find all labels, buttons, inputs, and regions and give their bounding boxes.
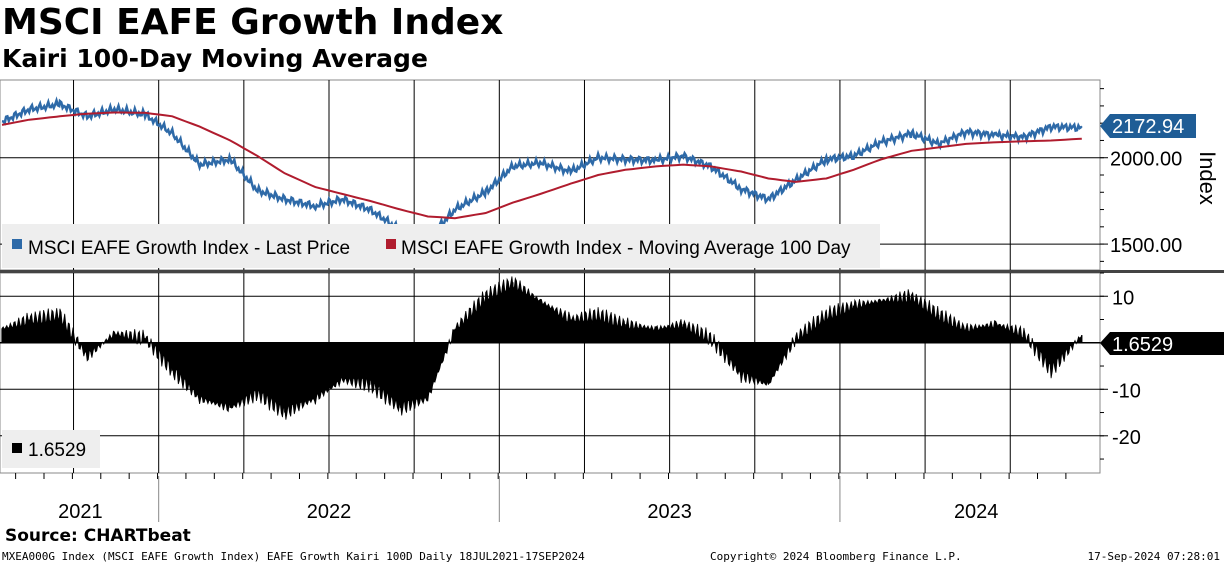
lower-legend: 1.6529 — [2, 430, 100, 468]
kairi-bar — [880, 300, 882, 343]
kairi-bar — [539, 300, 541, 343]
ytick-label-upper: 1500.00 — [1110, 235, 1182, 257]
kairi-bar — [314, 342, 316, 399]
kairi-bar — [171, 342, 173, 371]
price-last-value-tag: 2172.94 — [1100, 114, 1196, 138]
price-last-value: 2172.94 — [1112, 116, 1184, 138]
kairi-bar — [199, 342, 201, 399]
legend-swatch-kairi — [12, 443, 22, 453]
lower-panel — [0, 272, 1101, 474]
axes: 1500.00 2000.00 10 -10 -20 2021 2022 2023 2024 — [15, 88, 1182, 523]
kairi-bar — [1, 328, 3, 343]
kairi-bar — [1023, 333, 1025, 343]
kairi-bar — [485, 296, 487, 343]
kairi-bar — [767, 342, 769, 385]
kairi-bar — [454, 328, 456, 343]
kairi-bar — [427, 342, 429, 399]
kairi-bar — [256, 342, 259, 394]
kairi-bar — [853, 305, 855, 343]
kairi-last-value-tag: 1.6529 — [1100, 332, 1224, 356]
legend-ma-label: MSCI EAFE Growth Index - Moving Average … — [401, 238, 851, 259]
kairi-bar — [284, 342, 286, 413]
kairi-bar — [570, 319, 572, 343]
kairi-bar — [910, 296, 913, 343]
kairi-bar — [1050, 342, 1052, 371]
kairi-bar — [59, 314, 61, 343]
kairi-bar — [342, 342, 344, 380]
upper-legend: MSCI EAFE Growth Index - Last Price MSCI… — [2, 224, 880, 268]
ytick-label-upper: 2000.00 — [1110, 149, 1182, 171]
kairi-area — [1, 276, 1083, 420]
x-year-label: 2023 — [647, 501, 692, 523]
kairi-bar — [740, 342, 742, 376]
ticker-info: MXEA000G Index (MSCI EAFE Growth Index) … — [2, 550, 585, 563]
upper-series — [1, 96, 1083, 244]
legend-kairi-value: 1.6529 — [28, 440, 86, 461]
kairi-bar — [28, 319, 30, 343]
kairi-bar — [655, 328, 657, 343]
kairi-bar — [597, 314, 599, 343]
legend-swatch-ma — [386, 239, 396, 249]
kairi-bar — [682, 324, 684, 343]
chart-subtitle: Kairi 100-Day Moving Average — [2, 44, 428, 73]
price-line — [1, 96, 1083, 244]
x-year-label: 2022 — [307, 501, 352, 523]
kairi-bar — [709, 338, 712, 343]
ytick-label-lower: 10 — [1112, 287, 1134, 309]
x-year-label: 2021 — [58, 501, 103, 523]
ytick-label-lower: -10 — [1112, 380, 1141, 402]
legend-swatch-price — [12, 239, 22, 249]
kairi-bar — [512, 282, 514, 343]
upper-ylabel: Index — [1195, 151, 1220, 205]
kairi-last-value: 1.6529 — [1112, 334, 1173, 356]
kairi-bar — [624, 324, 626, 343]
timestamp: 17-Sep-2024 07:28:01 — [1087, 550, 1220, 563]
kairi-bar — [229, 342, 231, 408]
kairi-bar — [825, 314, 827, 343]
kairi-bar — [1081, 335, 1083, 343]
source-note: Source: CHARTbeat — [5, 526, 191, 546]
kairi-bar — [996, 324, 998, 343]
kairi-bar — [795, 338, 797, 343]
copyright: Copyright© 2024 Bloomberg Finance L.P. — [710, 550, 962, 563]
kairi-bar — [86, 342, 88, 357]
kairi-bar — [369, 342, 371, 385]
kairi-bar — [965, 328, 967, 343]
lower-series — [1, 276, 1083, 420]
kairi-bar — [399, 342, 402, 408]
kairi-bar — [144, 338, 146, 343]
legend-price-label: MSCI EAFE Growth Index - Last Price — [28, 238, 350, 259]
chart-title: MSCI EAFE Growth Index — [2, 2, 504, 43]
ytick-label-lower: -20 — [1112, 427, 1141, 449]
moving-average-line — [1, 111, 1082, 220]
kairi-bar — [938, 314, 940, 343]
kairi-bar — [113, 333, 115, 343]
x-year-label: 2024 — [954, 501, 999, 523]
